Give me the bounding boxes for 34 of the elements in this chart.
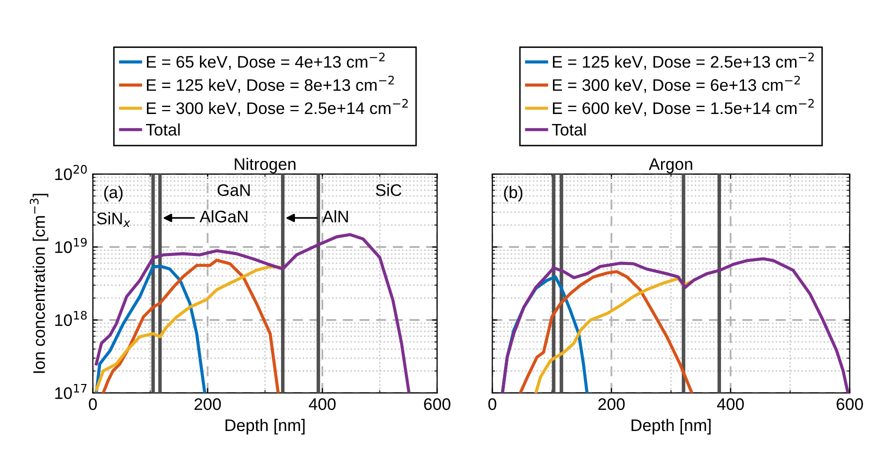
legend-label: E = 125 keV, Dose = 8e+13 cm$^{−2}$ — [146, 76, 394, 93]
line-series — [94, 265, 206, 393]
legend-label: E = 300 keV, Dose = 6e+13 cm$^{−2}$ — [552, 76, 800, 93]
x-tick-label: 0 — [488, 398, 496, 410]
x-tick-label: 0 — [88, 398, 97, 410]
x-axis-title: Depth [nm] — [226, 418, 305, 434]
annotation: (a) — [104, 186, 123, 202]
legend-label: E = 65 keV, Dose = 4e+13 cm$^{−2}$ — [146, 52, 385, 70]
chart-title: Argon — [648, 158, 692, 174]
y-axis-title: Ion concentration [cm$^{−3}$] — [30, 194, 48, 373]
x-tick-label: 600 — [424, 398, 450, 410]
legend-label: E = 600 keV, Dose = 1.5e+14 cm$^{−2}$ — [552, 98, 814, 116]
ref-line-label: AlN — [322, 210, 348, 222]
annotation: GaN — [218, 184, 250, 196]
y-tick-label: 10$^{17}$ — [55, 384, 87, 400]
y-tick-label: 10$^{19}$ — [55, 238, 87, 254]
ref-line-label: AlGaN — [200, 210, 248, 222]
annotation: SiN$_{x}$ — [97, 212, 130, 227]
legend-label: E = 125 keV, Dose = 2.5e+13 cm$^{−2}$ — [552, 52, 814, 70]
y-tick-label: 10$^{20}$ — [55, 164, 87, 180]
x-tick-label: 600 — [836, 398, 863, 410]
legend-label: E = 300 keV, Dose = 2.5e+14 cm$^{−2}$ — [146, 98, 408, 116]
annotation: (b) — [504, 186, 522, 202]
x-tick-label: 200 — [194, 398, 221, 410]
y-tick-label: 10$^{18}$ — [55, 310, 87, 326]
x-axis-title: Depth [nm] — [632, 418, 711, 434]
x-tick-label: 200 — [598, 398, 625, 410]
x-tick-label: 400 — [308, 398, 336, 410]
legend-label: Total — [552, 123, 586, 136]
annotation: SiC — [376, 184, 402, 196]
chart-title: Nitrogen — [234, 158, 296, 174]
legend-label: Total — [146, 123, 180, 136]
line-series — [94, 233, 411, 393]
x-tick-label: 400 — [717, 398, 744, 410]
